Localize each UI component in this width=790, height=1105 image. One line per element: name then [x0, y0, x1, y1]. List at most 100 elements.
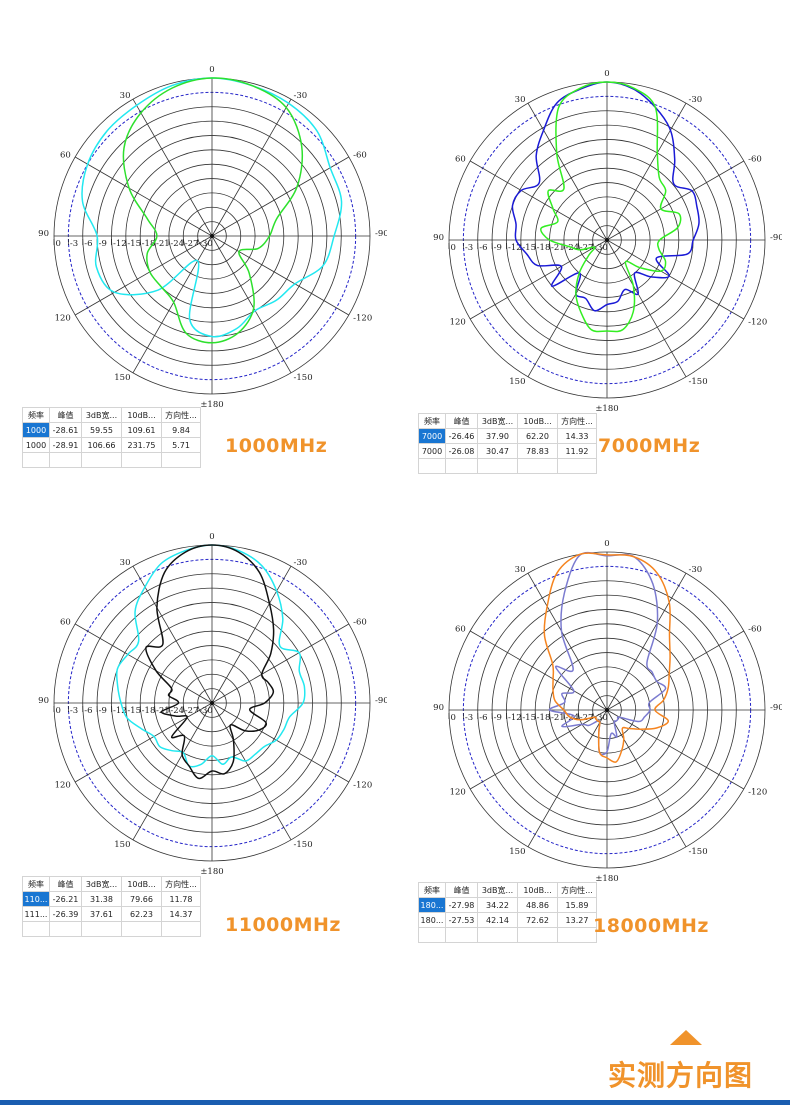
grid-spoke [606, 709, 745, 790]
table-cell[interactable]: 79.66 [121, 891, 162, 907]
table-cell[interactable]: 5.71 [161, 437, 201, 453]
table-cell [81, 921, 122, 937]
angle-tick-label: -150 [294, 373, 313, 383]
table-cell[interactable]: 31.38 [81, 891, 122, 907]
table-cell[interactable]: 111... [22, 906, 50, 922]
table-cell[interactable]: -26.39 [49, 906, 82, 922]
column-header[interactable]: 3dB宽... [477, 882, 518, 898]
pattern-series-2 [543, 552, 671, 763]
radial-tick-label: -21 [156, 239, 170, 249]
table-cell[interactable]: -26.21 [49, 891, 82, 907]
column-header[interactable]: 3dB宽... [81, 407, 122, 423]
table-cell[interactable]: -28.91 [49, 437, 82, 453]
table-cell[interactable]: 110... [22, 891, 50, 907]
table-cell[interactable]: -27.98 [445, 897, 478, 913]
table-cell[interactable]: 231.75 [121, 437, 162, 453]
table-cell[interactable]: 7000 [418, 443, 446, 459]
table-cell[interactable]: 109.61 [121, 422, 162, 438]
column-header[interactable]: 峰值 [49, 407, 82, 423]
table-cell[interactable]: 106.66 [81, 437, 122, 453]
table-row[interactable]: 7000 -26.46 37.90 62.20 14.33 [418, 428, 597, 444]
column-header[interactable]: 10dB... [121, 876, 162, 892]
table-cell[interactable]: 15.89 [557, 897, 597, 913]
table-cell[interactable]: 37.61 [81, 906, 122, 922]
table-cell[interactable]: 37.90 [477, 428, 518, 444]
table-cell[interactable]: 34.22 [477, 897, 518, 913]
table-header-row: 频率 峰值 3dB宽... 10dB... 方向性... [22, 407, 201, 423]
table-cell [477, 458, 518, 474]
angle-tick-label: 90 [38, 696, 49, 706]
angle-tick-label: -120 [748, 318, 767, 328]
column-header[interactable]: 方向性... [161, 876, 201, 892]
column-header[interactable]: 频率 [22, 407, 50, 423]
column-header[interactable]: 峰值 [49, 876, 82, 892]
table-cell[interactable]: 78.83 [517, 443, 558, 459]
column-header[interactable]: 方向性... [161, 407, 201, 423]
grid-spoke [527, 102, 608, 241]
table-row[interactable]: 110... -26.21 31.38 79.66 11.78 [22, 891, 201, 907]
table-cell[interactable]: -27.53 [445, 912, 478, 928]
empty-row [418, 927, 597, 943]
pattern-series-2 [540, 81, 682, 333]
column-header[interactable]: 10dB... [517, 882, 558, 898]
table-cell[interactable]: 42.14 [477, 912, 518, 928]
angle-tick-label: 90 [433, 233, 444, 243]
table-cell[interactable]: 1000 [22, 437, 50, 453]
table-cell[interactable]: 62.20 [517, 428, 558, 444]
angle-tick-label: -30 [689, 95, 703, 105]
table-cell[interactable]: 62.23 [121, 906, 162, 922]
angle-tick-label: 150 [509, 847, 525, 857]
table-row[interactable]: 180... -27.98 34.22 48.86 15.89 [418, 897, 597, 913]
table-row[interactable]: 1000 -28.91 106.66 231.75 5.71 [22, 437, 201, 453]
table-row[interactable]: 180... -27.53 42.14 72.62 13.27 [418, 912, 597, 928]
table-cell[interactable]: 30.47 [477, 443, 518, 459]
column-header[interactable]: 10dB... [517, 413, 558, 429]
angle-tick-label: 30 [120, 558, 131, 568]
table-cell[interactable]: 13.27 [557, 912, 597, 928]
table-cell[interactable]: 14.37 [161, 906, 201, 922]
table-cell[interactable]: 48.86 [517, 897, 558, 913]
table-cell[interactable]: 72.62 [517, 912, 558, 928]
measurement-table-7000mhz: 频率 峰值 3dB宽... 10dB... 方向性... 7000 -26.46 37.90 6… [418, 413, 597, 474]
grid-spoke [527, 239, 608, 378]
column-header[interactable]: 3dB宽... [477, 413, 518, 429]
table-cell[interactable]: 59.55 [81, 422, 122, 438]
radial-tick-label: -9 [99, 239, 107, 249]
column-header[interactable]: 频率 [418, 413, 446, 429]
grid-spoke [132, 98, 213, 237]
column-header[interactable]: 3dB宽... [81, 876, 122, 892]
column-header[interactable]: 10dB... [121, 407, 162, 423]
column-header[interactable]: 频率 [22, 876, 50, 892]
table-row[interactable]: 1000 -28.61 59.55 109.61 9.84 [22, 422, 201, 438]
table-cell[interactable]: 180... [418, 897, 446, 913]
radial-tick-label: -24 [170, 706, 184, 716]
column-header[interactable]: 峰值 [445, 882, 478, 898]
column-header[interactable]: 方向性... [557, 882, 597, 898]
table-cell[interactable]: 180... [418, 912, 446, 928]
table-row[interactable]: 111... -26.39 37.61 62.23 14.37 [22, 906, 201, 922]
table-cell[interactable]: 7000 [418, 428, 446, 444]
column-header[interactable]: 频率 [418, 882, 446, 898]
radial-tick-label: -9 [494, 713, 502, 723]
table-row[interactable]: 7000 -26.08 30.47 78.83 11.92 [418, 443, 597, 459]
radial-tick-label: -30 [594, 243, 608, 253]
grid-spoke [606, 572, 687, 711]
table-cell[interactable]: 14.33 [557, 428, 597, 444]
angle-tick-label: 60 [60, 151, 71, 161]
table-cell[interactable]: -26.46 [445, 428, 478, 444]
column-header[interactable]: 方向性... [557, 413, 597, 429]
column-header[interactable]: 峰值 [445, 413, 478, 429]
angle-tick-label: -60 [353, 151, 367, 161]
angle-tick-label: 120 [450, 318, 466, 328]
table-cell[interactable]: 1000 [22, 422, 50, 438]
table-cell[interactable]: 11.92 [557, 443, 597, 459]
radial-tick-label: -12 [508, 243, 522, 253]
polar-chart-11000mhz: 0 -3 -6 -9 -12 -15 -18 -21 -24 -27 -30030609012015… [38, 532, 387, 877]
table-cell[interactable]: 9.84 [161, 422, 201, 438]
table-cell[interactable]: 11.78 [161, 891, 201, 907]
angle-tick-label: 150 [509, 377, 525, 387]
table-cell[interactable]: -28.61 [49, 422, 82, 438]
radial-tick-label: -15 [522, 713, 536, 723]
table-cell[interactable]: -26.08 [445, 443, 478, 459]
grid-spoke [74, 702, 213, 783]
